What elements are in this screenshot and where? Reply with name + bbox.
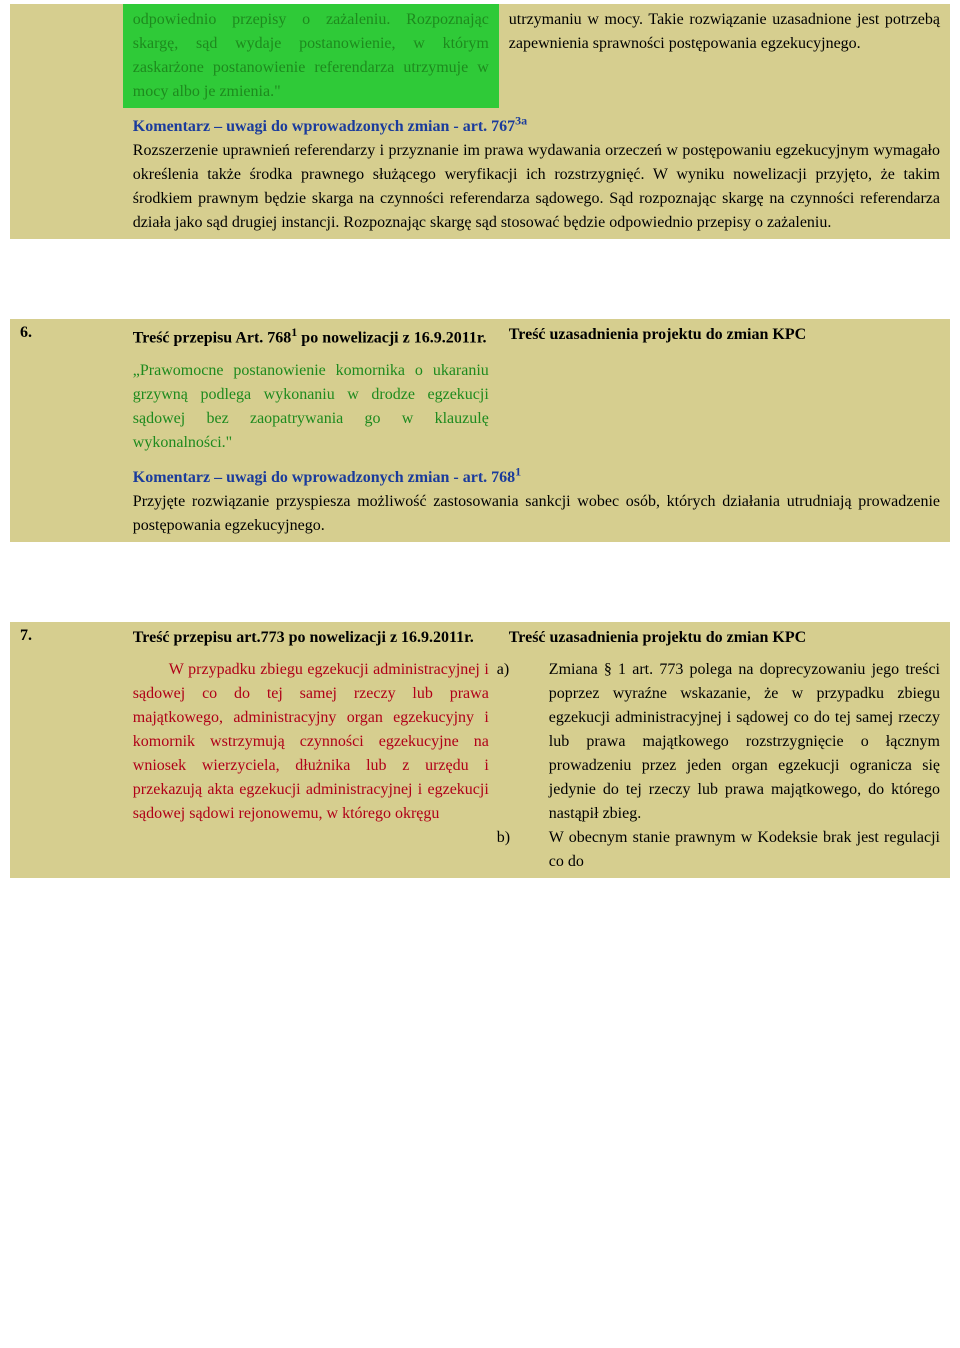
section6-right-title: Treść uzasadnienia projektu do zmian KPC	[499, 319, 950, 354]
section5-comment-body: Rozszerzenie uprawnień referendarzy i pr…	[133, 142, 940, 231]
num-cell-empty	[10, 654, 123, 878]
num-cell-empty	[10, 4, 123, 108]
comment-title-text: Komentarz – uwagi do wprowadzonych zmian…	[133, 469, 515, 486]
section5-comment-title: Komentarz – uwagi do wprowadzonych zmian…	[133, 118, 527, 135]
section6-comment-title: Komentarz – uwagi do wprowadzonych zmian…	[133, 469, 521, 486]
gap	[10, 542, 950, 622]
section6-left-body: „Prawomocne postanowienie komornika o uk…	[123, 355, 499, 459]
table-row: odpowiednio przepisy o zażaleniu. Rozpoz…	[10, 4, 950, 108]
section7-right-title: Treść uzasadnienia projektu do zmian KPC	[499, 622, 950, 654]
item-b-body: W obecnym stanie prawnym w Kodeksie brak…	[549, 829, 940, 870]
section6-comment-body: Przyjęte rozwiązanie przyspiesza możliwo…	[133, 493, 940, 534]
table-row: W przypadku zbiegu egzekucji administrac…	[10, 654, 950, 878]
section-6-table: 6. Treść przepisu Art. 7681 po nowelizac…	[10, 319, 950, 542]
comment-title-text: Komentarz – uwagi do wprowadzonych zmian…	[133, 118, 515, 135]
section-7-table: 7. Treść przepisu art.773 po nowelizacji…	[10, 622, 950, 878]
gap	[10, 239, 950, 319]
section5-right-text: utrzymaniu w mocy. Takie rozwiązanie uza…	[499, 4, 950, 108]
section7-item-b: b)W obecnym stanie prawnym w Kodeksie br…	[509, 826, 940, 874]
section6-left-title: Treść przepisu Art. 7681 po nowelizacji …	[123, 319, 499, 354]
table-row: 6. Treść przepisu Art. 7681 po nowelizac…	[10, 319, 950, 354]
num-cell-empty	[10, 459, 123, 542]
table-row: Komentarz – uwagi do wprowadzonych zmian…	[10, 459, 950, 542]
section6-comment: Komentarz – uwagi do wprowadzonych zmian…	[123, 459, 950, 542]
section7-left-body: W przypadku zbiegu egzekucji administrac…	[123, 654, 499, 878]
section7-num: 7.	[10, 622, 123, 654]
section-5-table: odpowiednio przepisy o zażaleniu. Rozpoz…	[10, 4, 950, 239]
left-title-suffix: po nowelizacji z 16.9.2011r.	[297, 330, 486, 347]
table-row: „Prawomocne postanowienie komornika o uk…	[10, 355, 950, 459]
section6-right-empty	[499, 355, 950, 459]
section7-left-title: Treść przepisu art.773 po nowelizacji z …	[123, 622, 499, 654]
num-cell-empty	[10, 355, 123, 459]
comment-title-sup: 3a	[515, 114, 527, 128]
section5-comment: Komentarz – uwagi do wprowadzonych zmian…	[123, 108, 950, 239]
left-body-text: W przypadku zbiegu egzekucji administrac…	[133, 661, 489, 822]
item-a-body: Zmiana § 1 art. 773 polega na doprecyzow…	[549, 661, 940, 822]
list-marker-a: a)	[523, 658, 549, 682]
table-row: Komentarz – uwagi do wprowadzonych zmian…	[10, 108, 950, 239]
table-row: 7. Treść przepisu art.773 po nowelizacji…	[10, 622, 950, 654]
section5-left-green: odpowiednio przepisy o zażaleniu. Rozpoz…	[123, 4, 499, 108]
list-marker-b: b)	[523, 826, 549, 850]
section7-right-body: a)Zmiana § 1 art. 773 polega na doprecyz…	[499, 654, 950, 878]
left-title-prefix: Treść przepisu Art. 768	[133, 330, 292, 347]
num-cell-empty	[10, 108, 123, 239]
section7-item-a: a)Zmiana § 1 art. 773 polega na doprecyz…	[509, 658, 940, 826]
section6-num: 6.	[10, 319, 123, 354]
comment-title-sup: 1	[515, 465, 521, 479]
